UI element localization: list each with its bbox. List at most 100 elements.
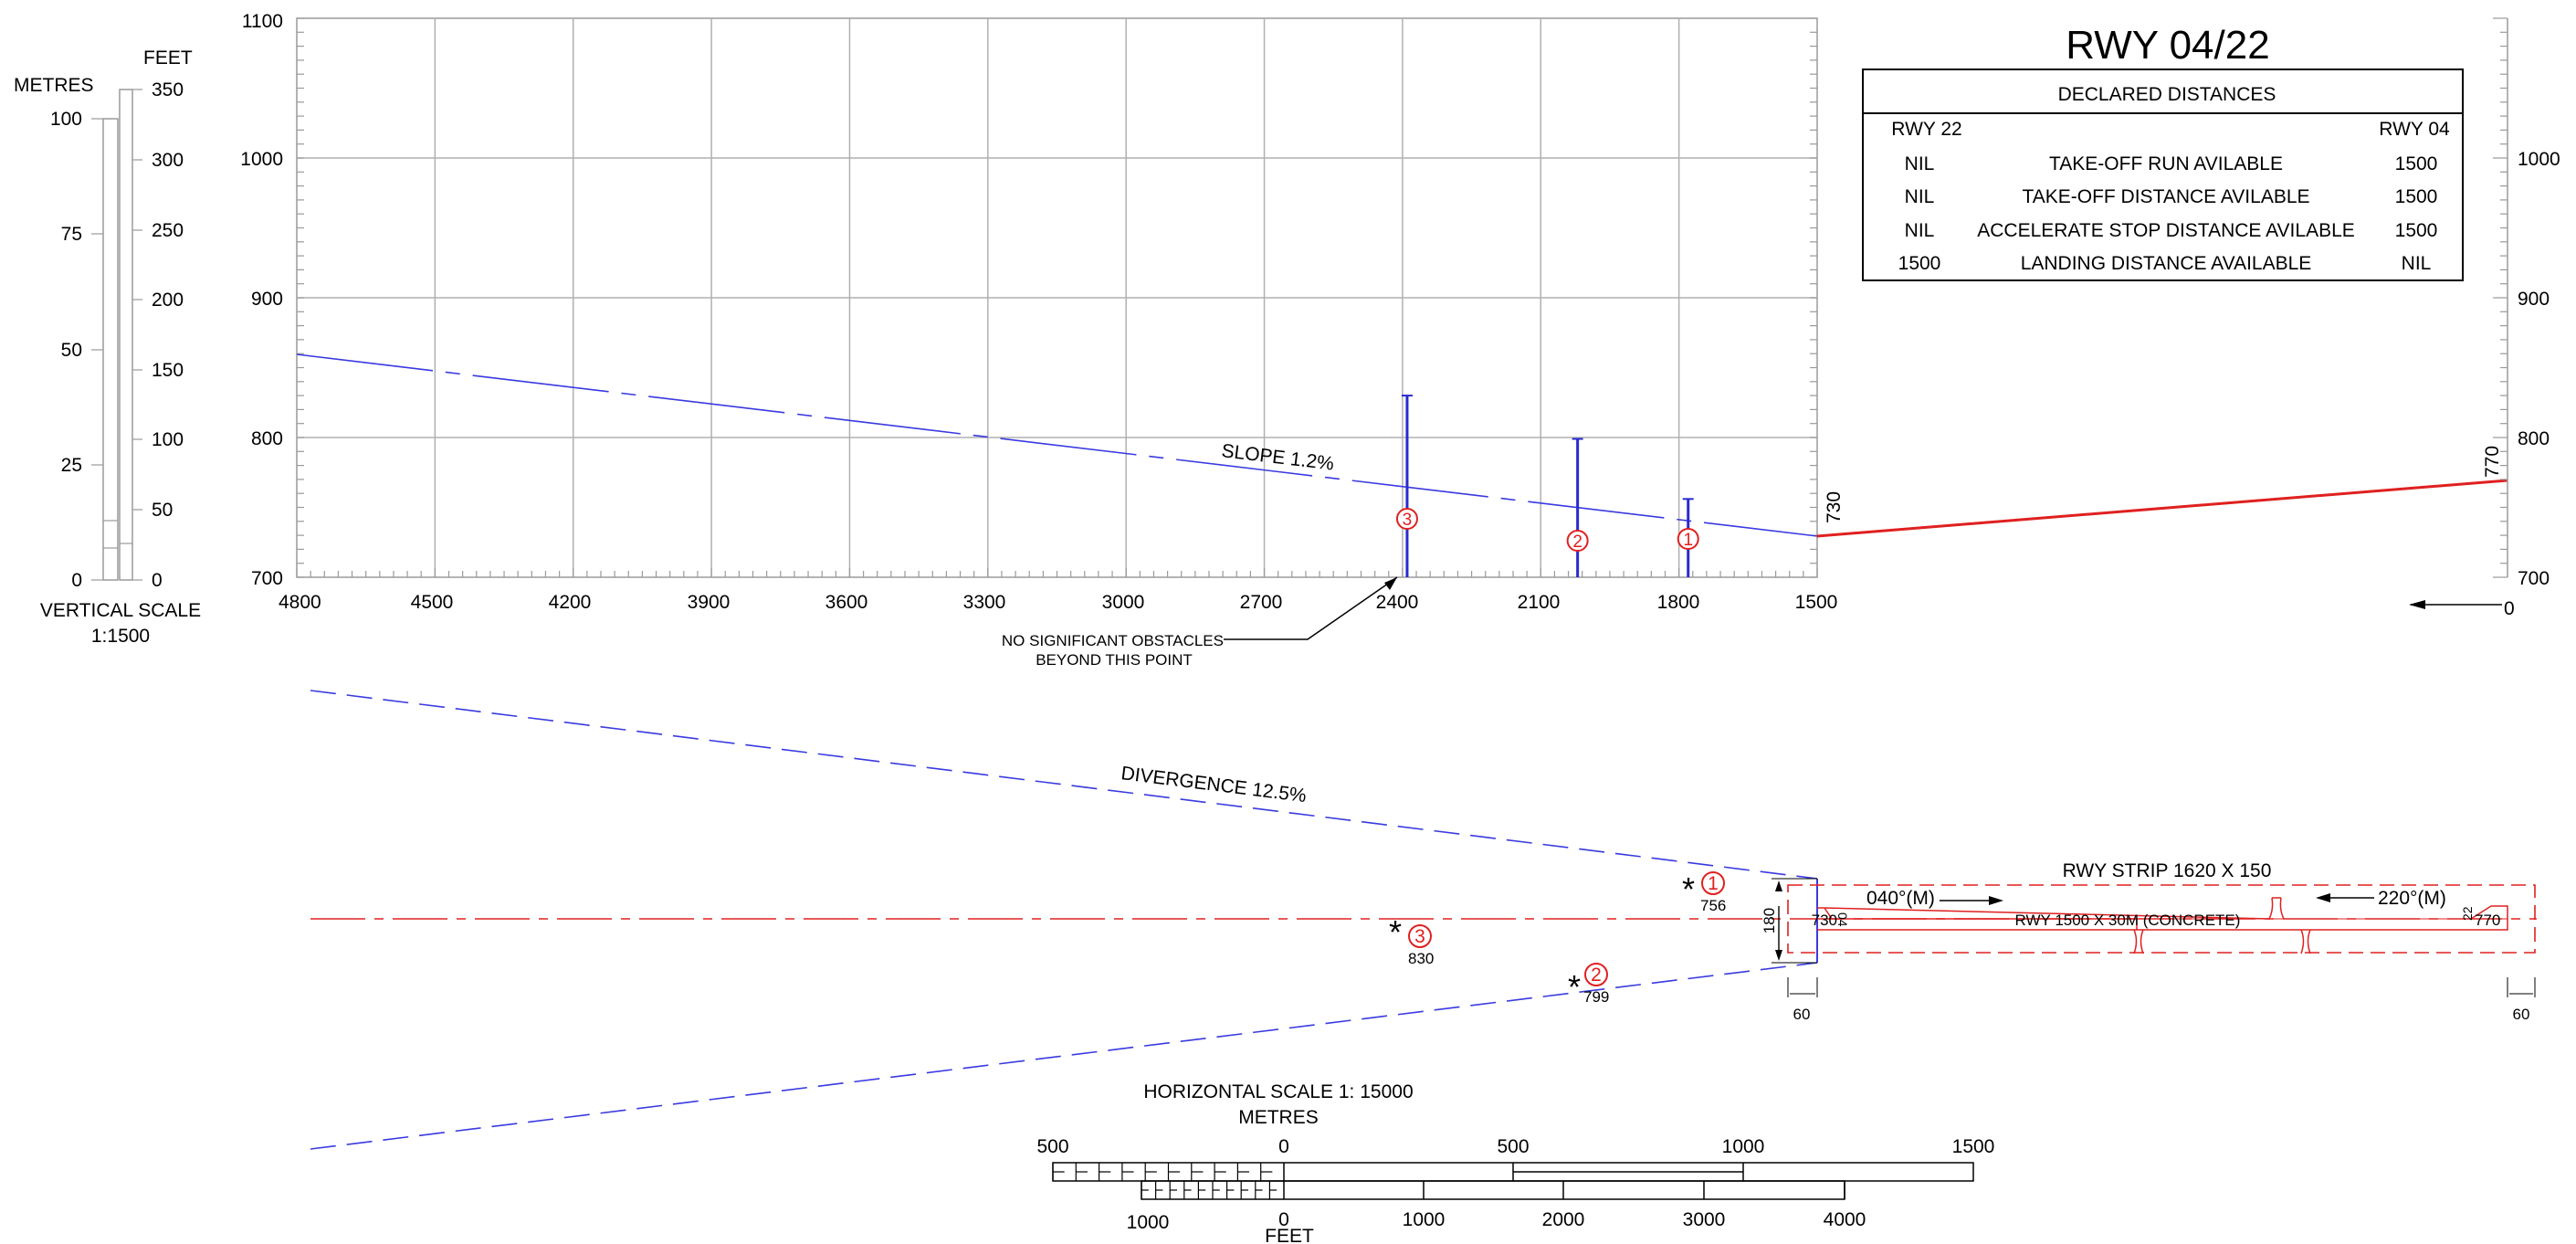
- obstacle-asterisk-icon: *: [1389, 913, 1402, 951]
- obstacle-id: 1: [1708, 873, 1719, 894]
- dd-right-value: 1500: [2395, 153, 2438, 174]
- obstacle-asterisk-icon: *: [1568, 968, 1581, 1006]
- hscale-feet-tick: 1000: [1127, 1212, 1170, 1233]
- hscale-feet-tick: 3000: [1683, 1209, 1726, 1230]
- divergence-line-lower: [310, 962, 1818, 1150]
- metres-tick-label: 100: [50, 109, 82, 130]
- plan-obstacle: * 2 799: [1568, 963, 1609, 1006]
- note-leader-line: [1224, 576, 1398, 640]
- hscale-metres-tick: 1000: [1722, 1136, 1765, 1157]
- obstacle-id: 2: [1572, 532, 1582, 552]
- metres-tick-label: 25: [61, 455, 82, 476]
- horizontal-scale-caption: HORIZONTAL SCALE 1: 15000: [1143, 1081, 1413, 1102]
- x-tick-label: 2700: [1240, 592, 1283, 613]
- metres-scale-bar: [102, 118, 119, 581]
- runway: [1817, 897, 2508, 954]
- x-tick-label: 2400: [1376, 592, 1419, 613]
- hscale-feet-tick: 0: [1278, 1209, 1289, 1230]
- zero-label: 0: [2504, 598, 2515, 619]
- x-tick-label: 4200: [549, 592, 592, 613]
- hscale-feet-tick: 4000: [1824, 1209, 1866, 1230]
- hscale-feet-tick: 2000: [1542, 1209, 1585, 1230]
- feet-tick-label: 350: [152, 79, 184, 100]
- declared-distances-heading: DECLARED DISTANCES: [2058, 84, 2276, 105]
- bearing-right: 220°(M): [2378, 888, 2446, 909]
- runway-elevation-right: 770: [2482, 446, 2503, 478]
- profile-grid: [297, 18, 1817, 577]
- right-y-tick-label: 900: [2518, 289, 2550, 310]
- y-tick-label: 900: [251, 289, 283, 310]
- x-tick-label: 1800: [1657, 592, 1700, 613]
- vertical-scale-ratio: 1:1500: [91, 626, 150, 647]
- obstacle-elevation: 830: [1408, 950, 1434, 967]
- y-tick-label: 700: [251, 568, 283, 589]
- slope-label: SLOPE 1.2%: [1220, 440, 1335, 474]
- runway-number-left: 04: [1835, 912, 1850, 927]
- x-tick-label: 3900: [688, 592, 731, 613]
- vertical-scale-caption: VERTICAL SCALE: [40, 600, 201, 621]
- metres-tick-label: 0: [71, 570, 82, 591]
- x-tick-label: 3000: [1102, 592, 1145, 613]
- right-y-tick-label: 700: [2518, 568, 2550, 589]
- feet-tick-label: 200: [152, 290, 184, 311]
- runway-elevation-left: 730: [1824, 491, 1845, 523]
- col-rwy22: RWY 22: [1891, 119, 1961, 140]
- dd-left-value: 1500: [1898, 253, 1941, 274]
- obstacle-id: 3: [1403, 511, 1413, 530]
- dd-label: TAKE-OFF RUN AVILABLE: [2049, 153, 2283, 174]
- x-tick-label: 4800: [279, 592, 321, 613]
- dd-left-value: NIL: [1905, 186, 1935, 207]
- x-tick-label: 3600: [825, 592, 868, 613]
- note-line-2: BEYOND THIS POINT: [1036, 651, 1193, 669]
- plan-obstacle: * 1 756: [1682, 870, 1726, 914]
- vertical-scale: METRES FEET 100 75 50 25 0 350 300 250 2…: [14, 47, 201, 647]
- note-line-1: NO SIGNIFICANT OBSTACLES: [1002, 632, 1224, 649]
- hscale-metres-tick: 500: [1497, 1136, 1529, 1157]
- dd-right-value: NIL: [2402, 253, 2432, 274]
- feet-scale-bar: [119, 89, 133, 581]
- y-tick-label: 800: [251, 428, 283, 449]
- zero-arrow-head: [2409, 600, 2425, 609]
- right-axis-ticks: [2493, 17, 2508, 578]
- x-tick-label: 4500: [411, 592, 454, 613]
- hscale-metres-tick: 0: [1278, 1136, 1289, 1157]
- feet-tick-label: 150: [152, 360, 184, 381]
- hscale-metres-tick: 500: [1036, 1136, 1068, 1157]
- obstacle-id: 1: [1683, 531, 1693, 550]
- feet-tick-label: 50: [152, 500, 173, 521]
- obstacle-elevation: 756: [1700, 897, 1726, 914]
- right-y-tick-label: 1000: [2518, 149, 2560, 170]
- dd-right-value: 1500: [2395, 186, 2438, 207]
- dd-label: ACCELERATE STOP DISTANCE AVILABLE: [1977, 220, 2355, 241]
- dd-left-value: NIL: [1905, 153, 1935, 174]
- y-tick-label: 1100: [242, 11, 283, 32]
- metres-subdivisions: [1052, 1163, 1273, 1181]
- profile-obstacles: 1 2 3: [1395, 395, 1699, 577]
- metres-tick-label: 75: [61, 224, 82, 245]
- approach-surface-line: [296, 353, 1818, 537]
- vertical-scale-feet-label: FEET: [143, 47, 193, 69]
- strip-end-left: 60: [1793, 1006, 1811, 1023]
- obstacle-marker-circle: [1566, 530, 1589, 552]
- profile-minor-ticks: [296, 17, 1818, 578]
- x-tick-label: 2100: [1518, 592, 1561, 613]
- runway-number-right: 22: [2460, 906, 2475, 921]
- declared-distances-table: DECLARED DISTANCES RWY 22 RWY 04 NIL TAK…: [1862, 69, 2464, 281]
- feet-tick-label: 250: [152, 220, 184, 241]
- feet-tick-label: 300: [152, 150, 184, 171]
- obstacle-marker-circle: [1584, 963, 1608, 986]
- obstacle-id: 3: [1414, 926, 1425, 947]
- hscale-metres-tick: 1500: [1952, 1136, 1995, 1157]
- horizontal-scale-feet-label: FEET: [1265, 1226, 1314, 1244]
- obstacle-marker-circle: [1395, 508, 1418, 530]
- plan-obstacle: * 3 830: [1389, 913, 1434, 967]
- horizontal-scale-metres-label: METRES: [1238, 1107, 1319, 1128]
- x-tick-label: 3300: [963, 592, 1006, 613]
- plan-view: DIVERGENCE 12.5% 180 RWY STRIP 1620 X 15…: [310, 690, 2537, 1150]
- divergence-label: DIVERGENCE 12.5%: [1120, 763, 1308, 806]
- dd-right-value: 1500: [2395, 220, 2438, 241]
- width-dimension-label: 180: [1761, 908, 1778, 933]
- divergence-line-upper: [310, 690, 1818, 880]
- x-tick-label: 1500: [1795, 592, 1838, 613]
